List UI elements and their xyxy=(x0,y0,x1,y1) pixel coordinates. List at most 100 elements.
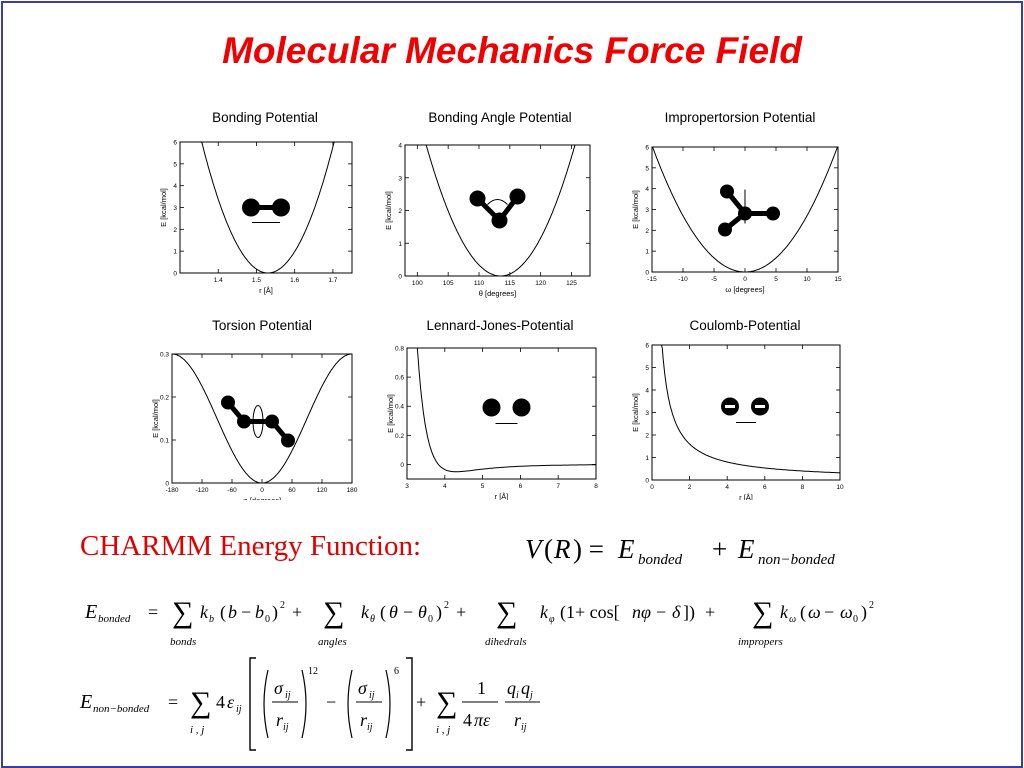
svg-text:−: − xyxy=(824,602,834,622)
y-tick-label: 1 xyxy=(645,249,649,256)
svg-text:2: 2 xyxy=(869,600,874,611)
series-line xyxy=(651,146,839,273)
svg-text:r: r xyxy=(360,710,368,730)
svg-text:∑: ∑ xyxy=(496,596,517,629)
y-tick-label: 6 xyxy=(645,343,649,350)
slide-title: Molecular Mechanics Force Field xyxy=(222,30,802,71)
svg-text:bonds: bonds xyxy=(170,636,196,648)
x-axis-label: r [Å] xyxy=(495,492,509,500)
y-tick-label: 0 xyxy=(398,274,402,281)
x-tick-label: -15 xyxy=(647,276,657,283)
x-tick-label: 105 xyxy=(443,280,454,287)
y-tick-label: 2 xyxy=(398,208,402,215)
x-tick-label: 5 xyxy=(774,276,778,283)
x-tick-label: 115 xyxy=(505,280,516,287)
svg-text:ij: ij xyxy=(369,690,375,701)
svg-text:]): ]) xyxy=(683,602,695,623)
y-axis-label: E [kcal/mol] xyxy=(631,393,640,432)
x-tick-label: 1.5 xyxy=(252,277,261,284)
chart-panel: Bonding Potential 1.4 1.5 1.6 1.7 0 1 2 3 4 5 6 r [Å… xyxy=(159,110,353,295)
svg-text:+: + xyxy=(456,602,466,622)
atom xyxy=(265,414,279,429)
svg-text:k: k xyxy=(780,602,789,622)
svg-text:ω: ω xyxy=(789,614,796,625)
total-energy-equation: V ( R ) = E bonded + E non−bonded xyxy=(525,534,835,568)
svg-text:ω: ω xyxy=(808,602,821,622)
svg-text:nφ: nφ xyxy=(632,602,651,622)
y-tick-label: 4 xyxy=(645,186,649,193)
svg-text:δ: δ xyxy=(672,602,681,622)
x-axis-label: r [Å] xyxy=(259,286,273,295)
atom xyxy=(242,198,260,217)
x-tick-label: 4 xyxy=(443,483,447,490)
svg-text:k: k xyxy=(200,602,209,622)
svg-text:E: E xyxy=(84,601,97,623)
svg-text:ε: ε xyxy=(227,692,235,712)
y-tick-label: 4 xyxy=(398,143,402,150)
y-tick-label: 0 xyxy=(173,271,177,278)
svg-text:φ: φ xyxy=(549,614,555,625)
x-tick-label: 180 xyxy=(347,487,358,494)
series-line xyxy=(652,344,840,474)
x-tick-label: 6 xyxy=(519,483,523,490)
svg-text:12: 12 xyxy=(308,666,318,677)
svg-text:E: E xyxy=(737,534,755,564)
svg-text:∑: ∑ xyxy=(190,686,211,719)
svg-text:k: k xyxy=(540,602,549,622)
svg-text:σ: σ xyxy=(274,678,284,698)
atom xyxy=(272,198,290,217)
svg-text:2: 2 xyxy=(444,600,449,611)
y-tick-label: 0.8 xyxy=(395,346,404,353)
x-axis-label: ω [degrees] xyxy=(725,285,764,294)
y-tick-label: 0.2 xyxy=(395,433,404,440)
x-tick-label: -180 xyxy=(165,487,178,494)
y-tick-label: 2 xyxy=(173,227,177,234)
x-tick-label: 60 xyxy=(288,487,296,494)
svg-text:bonded: bonded xyxy=(98,613,131,625)
y-tick-label: 4 xyxy=(645,388,649,395)
chart-panel: Torsion Potential -180 -120 -60 0 60 120 180 0 0.… xyxy=(151,318,358,500)
chart-panel: Impropertorsion Potential-15 -10 -5 0 5 10 150… xyxy=(631,110,842,294)
y-axis-label: E [kcal/mol] xyxy=(386,394,395,433)
svg-text:r: r xyxy=(276,710,284,730)
chart-title: Lennard-Jones-Potential xyxy=(426,318,573,333)
svg-text:q: q xyxy=(507,678,516,698)
svg-text:ij: ij xyxy=(521,722,527,733)
y-tick-label: 5 xyxy=(173,161,177,168)
svg-text:) =: ) = xyxy=(573,534,604,564)
svg-text:−: − xyxy=(241,602,251,622)
svg-text:−: − xyxy=(326,692,336,712)
svg-text:): ) xyxy=(436,602,442,623)
svg-text:ij: ij xyxy=(367,722,373,733)
svg-text:θ: θ xyxy=(370,614,375,625)
svg-text:r: r xyxy=(514,710,522,730)
svg-text:non−bonded: non−bonded xyxy=(93,703,150,715)
series-line xyxy=(405,144,590,277)
atom xyxy=(491,212,508,229)
svg-text:6: 6 xyxy=(394,666,399,677)
svg-text:+: + xyxy=(292,602,302,622)
svg-text:+: + xyxy=(712,534,727,564)
x-tick-label: 7 xyxy=(556,483,560,490)
svg-text:1: 1 xyxy=(477,678,486,698)
chart-panel: Coulomb-Potential 0 2 4 6 8 10 0 1 2 3 4 5 6 r [Å] E [k… xyxy=(631,318,844,500)
y-tick-label: 1 xyxy=(398,241,402,248)
atom xyxy=(512,398,531,417)
x-tick-label: 1.7 xyxy=(328,277,337,284)
svg-text:∑: ∑ xyxy=(323,596,344,629)
y-axis-label: E [kcal/mol] xyxy=(384,191,393,230)
svg-text:(1+ cos[: (1+ cos[ xyxy=(560,602,620,623)
y-axis-label: E [kcal/mol] xyxy=(631,190,640,229)
svg-text:): ) xyxy=(272,602,278,623)
chart-panel: Lennard-Jones-Potential 3 4 5 6 7 8 0 0.2 0.4 0.6 0… xyxy=(386,318,598,500)
y-tick-label: 6 xyxy=(645,145,649,152)
y-tick-label: 0.1 xyxy=(160,438,169,445)
x-tick-label: 120 xyxy=(535,280,546,287)
svg-text:i , j: i , j xyxy=(190,724,204,736)
x-tick-label: 0 xyxy=(743,276,747,283)
y-tick-label: 4 xyxy=(173,183,177,190)
svg-text:R: R xyxy=(553,534,571,564)
series-line xyxy=(407,347,596,473)
chart-title: Coulomb-Potential xyxy=(689,318,800,333)
x-tick-label: 8 xyxy=(594,483,598,490)
